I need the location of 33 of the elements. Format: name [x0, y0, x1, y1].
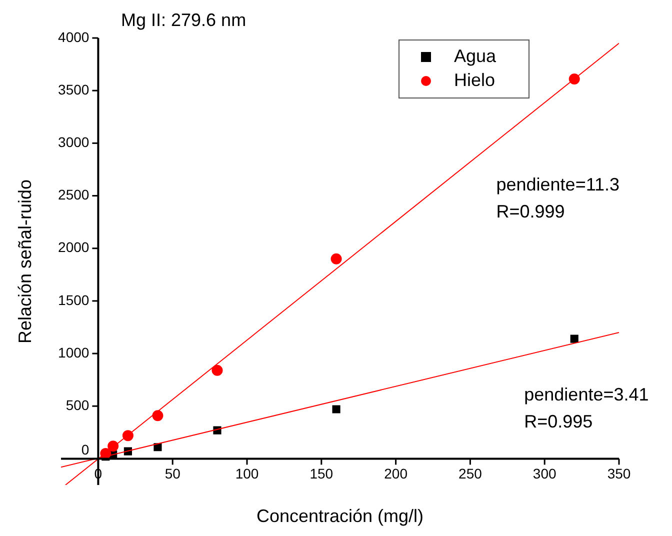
- y-tick-label: 4000: [58, 28, 90, 45]
- x-tick-label: 200: [384, 466, 408, 482]
- point: [570, 334, 578, 343]
- y-tick-label: 500: [66, 396, 90, 413]
- legend-label: Agua: [454, 46, 498, 66]
- annotation: R=0.995: [524, 411, 593, 432]
- y-tick-label: 2000: [58, 239, 90, 256]
- point: [152, 410, 164, 422]
- legend-label: Hielo: [454, 70, 496, 90]
- point: [330, 253, 342, 264]
- x-tick-label: 150: [310, 466, 334, 482]
- y-tick-label: 1000: [58, 344, 90, 360]
- annotation: R=0.999: [496, 201, 565, 222]
- x-axis-title: Concentración (mg/l): [256, 506, 424, 526]
- annotation: pendiente=11.3: [496, 174, 620, 194]
- point: [108, 440, 119, 452]
- point: [122, 430, 134, 442]
- y-tick-label: 3500: [58, 81, 90, 98]
- point: [212, 364, 223, 376]
- y-tick-label: 1500: [58, 292, 90, 308]
- y-tick-label: 2500: [58, 186, 90, 203]
- y-axis-title: Relación señal-ruido: [14, 179, 35, 344]
- x-tick-label: 250: [458, 466, 482, 482]
- chart-title: Mg II: 279.6 nm: [121, 10, 246, 30]
- x-tick-label: 300: [532, 466, 556, 482]
- point: [154, 443, 162, 452]
- x-tick-label: 100: [235, 466, 259, 482]
- annotation: pendiente=3.41: [524, 384, 649, 405]
- x-tick-label: 350: [607, 466, 631, 482]
- point: [332, 405, 340, 414]
- y-tick-label: 0: [81, 442, 90, 458]
- x-tick-label: 50: [164, 466, 181, 482]
- y-tick-label: 3000: [58, 134, 90, 150]
